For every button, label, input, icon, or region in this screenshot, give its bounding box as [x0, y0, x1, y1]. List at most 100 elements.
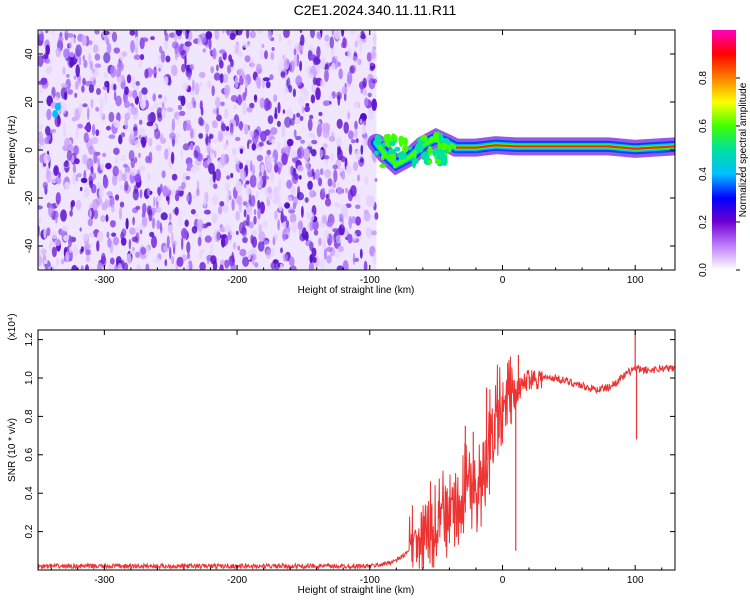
noise-blob — [130, 40, 135, 53]
noise-blob — [249, 30, 256, 39]
noise-blob — [158, 100, 163, 106]
noise-blob — [337, 61, 341, 67]
noise-blob — [100, 252, 106, 265]
noise-blob — [213, 138, 219, 143]
noise-blob — [159, 222, 163, 232]
noise-blob — [43, 153, 51, 165]
y-tick-label: 1.2 — [24, 332, 35, 346]
noise-blob — [118, 134, 123, 145]
noise-blob — [181, 237, 184, 251]
noise-blob — [88, 40, 93, 46]
noise-blob — [210, 243, 214, 256]
noise-blob — [46, 227, 51, 237]
noise-blob — [341, 86, 348, 95]
colorbar-tick-label: 0.0 — [698, 263, 709, 277]
noise-blob — [125, 218, 129, 230]
noise-blob — [245, 180, 250, 185]
noise-blob — [161, 170, 166, 179]
noise-blob — [97, 157, 100, 169]
noise-blob — [157, 197, 160, 203]
noise-blob — [223, 144, 228, 150]
noise-blob — [260, 164, 265, 174]
noise-blob — [174, 193, 180, 202]
noise-blob — [316, 124, 322, 138]
noise-blob — [326, 246, 333, 252]
noise-blob — [319, 149, 324, 159]
noise-blob — [90, 98, 94, 109]
noise-blob — [326, 254, 332, 264]
noise-blob — [248, 193, 252, 205]
noise-blob — [223, 108, 229, 119]
noise-blob — [250, 253, 257, 261]
noise-blob — [209, 147, 213, 160]
noise-blob — [100, 162, 105, 171]
snr-frame — [37, 329, 676, 571]
noise-blob — [177, 104, 183, 111]
noise-blob — [307, 118, 313, 132]
noise-blob — [345, 187, 348, 194]
noise-blob — [282, 229, 286, 242]
noise-blob — [286, 138, 294, 147]
noise-blob — [198, 133, 204, 139]
noise-blob — [324, 69, 329, 82]
noise-blob — [310, 139, 318, 145]
noise-hotspot — [54, 102, 61, 111]
noise-blob — [212, 108, 217, 115]
noise-blob — [332, 164, 338, 170]
noise-blob — [244, 123, 249, 135]
noise-blob — [79, 186, 83, 192]
noise-blob — [165, 195, 170, 202]
transition-blob — [429, 136, 434, 144]
noise-blob — [281, 152, 288, 166]
noise-blob — [343, 121, 350, 134]
noise-blob — [153, 196, 156, 208]
noise-blob — [206, 222, 212, 227]
noise-blob — [189, 91, 196, 96]
noise-blob — [304, 197, 309, 203]
noise-blob — [135, 205, 141, 210]
transition-blob — [381, 142, 387, 148]
noise-blob — [341, 42, 345, 49]
transition-blob — [420, 134, 428, 142]
noise-blob — [149, 106, 155, 112]
noise-blob — [191, 226, 198, 234]
noise-blob — [208, 162, 215, 175]
noise-blob — [297, 146, 305, 159]
noise-blob — [286, 59, 290, 66]
noise-blob — [374, 178, 378, 182]
noise-blob — [84, 243, 92, 249]
noise-blob — [266, 157, 272, 171]
colorbar-tick-label: 0.2 — [698, 215, 709, 229]
noise-blob — [72, 172, 76, 185]
noise-blob — [205, 31, 213, 40]
noise-blob — [271, 47, 275, 51]
noise-blob — [357, 193, 361, 203]
noise-blob — [231, 30, 238, 37]
noise-blob — [236, 195, 243, 206]
y-tick-label: 20 — [24, 96, 35, 108]
noise-blob — [205, 132, 209, 146]
noise-blob — [105, 37, 110, 46]
noise-blob — [360, 158, 364, 163]
noise-blob — [84, 125, 91, 131]
noise-blob — [260, 130, 267, 142]
noise-blob — [154, 128, 161, 140]
noise-blob — [333, 169, 338, 183]
noise-blob — [292, 88, 296, 98]
noise-blob — [321, 214, 327, 224]
noise-blob — [133, 107, 138, 116]
noise-blob — [141, 87, 148, 95]
noise-blob — [112, 236, 120, 246]
noise-blob — [105, 125, 111, 131]
noise-blob — [78, 103, 83, 115]
noise-blob — [131, 236, 138, 243]
noise-blob — [305, 231, 309, 242]
noise-blob — [239, 248, 247, 257]
noise-blob — [230, 95, 238, 102]
noise-blob — [300, 139, 305, 144]
spectrogram-y-axis-label: Frequency (Hz) — [7, 116, 18, 185]
noise-blob — [230, 262, 236, 270]
noise-blob — [198, 71, 206, 79]
noise-blob — [364, 176, 369, 186]
